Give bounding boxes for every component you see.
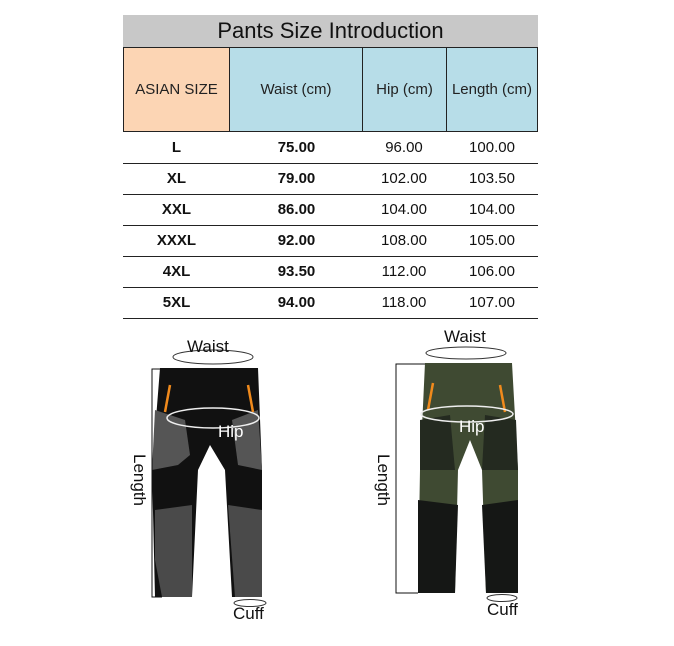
length-cell: 106.00 [469,263,515,280]
waist-cell: 94.00 [277,294,316,311]
size-cell: 4XL [162,263,191,280]
hip-cell: 118.00 [381,294,427,311]
table-row: XXXL 92.00 108.00 105.00 [123,226,538,257]
hip-cell: 112.00 [381,263,427,280]
hip-cell: 108.00 [381,232,427,249]
waist-label-left: Waist [187,337,229,356]
header-hip: Hip (cm) [362,47,447,132]
size-cell: L [171,139,182,156]
waist-cell: 86.00 [277,201,316,218]
length-cell: 105.00 [469,232,515,249]
table-row: 4XL 93.50 112.00 106.00 [123,257,538,288]
header-length: Length (cm) [446,47,538,132]
length-cell: 107.00 [469,294,515,311]
length-cell: 104.00 [469,201,515,218]
waist-cell: 92.00 [277,232,316,249]
size-cell: XXXL [156,232,197,249]
table-row: XXL 86.00 104.00 104.00 [123,195,538,226]
hip-cell: 96.00 [385,139,423,156]
hip-cell: 104.00 [381,201,427,218]
size-cell: 5XL [162,294,191,311]
size-cell: XL [166,170,187,187]
length-label-right: Length [374,454,393,506]
waist-cell: 79.00 [277,170,316,187]
table-row: L 75.00 96.00 100.00 [123,133,538,164]
table-row: 5XL 94.00 118.00 107.00 [123,288,538,319]
size-cell: XXL [161,201,192,218]
length-cell: 100.00 [469,139,515,156]
cuff-label-right: Cuff [487,600,518,619]
hip-cell: 102.00 [381,170,427,187]
header-waist: Waist (cm) [229,47,363,132]
length-cell: 103.50 [469,170,515,187]
black-gray-pants-image [151,349,267,607]
cuff-label-left: Cuff [233,604,264,623]
hip-label-right: Hip [459,417,485,436]
waist-label-right: Waist [444,327,486,346]
chart-title: Pants Size Introduction [123,15,538,47]
length-label-left: Length [130,454,149,506]
table-row: XL 79.00 102.00 103.50 [123,164,538,195]
hip-label-left: Hip [218,422,244,441]
green-black-pants-image [395,346,518,602]
waist-cell: 75.00 [277,139,316,156]
waist-cell: 93.50 [277,263,316,280]
header-size: ASIAN SIZE [123,47,230,132]
